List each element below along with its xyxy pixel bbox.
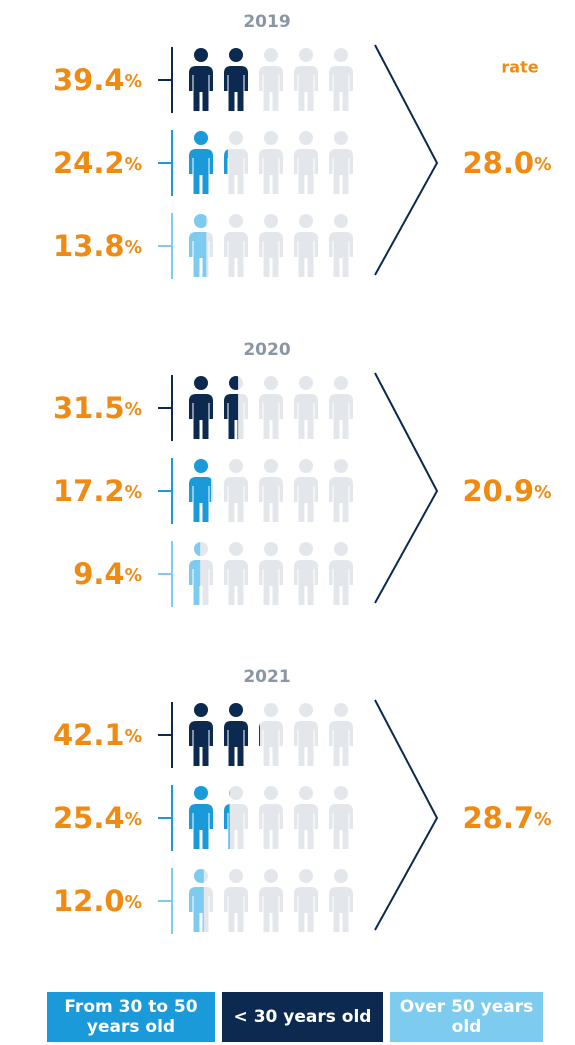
value-label: 39.4% — [53, 63, 142, 97]
value-label: 12.0% — [53, 884, 142, 918]
figure-fill — [189, 786, 230, 849]
value-label: 25.4% — [53, 801, 142, 835]
chevron — [374, 372, 439, 604]
figure-fill — [189, 869, 204, 932]
legend-item: Over 50 years old — [390, 992, 543, 1042]
figure-background — [189, 131, 353, 194]
chevron — [374, 44, 439, 276]
figure-fill — [189, 376, 239, 439]
value-label: 42.1% — [53, 718, 142, 752]
figure-fill — [189, 131, 228, 194]
legend-item: From 30 to 50 years old — [47, 992, 215, 1042]
year-title: 2020 — [243, 340, 290, 360]
rate-title: rate — [501, 58, 538, 77]
figure-background — [189, 786, 353, 849]
year-title: 2021 — [243, 667, 290, 687]
figure-background — [189, 542, 353, 605]
legend-item: < 30 years old — [222, 992, 383, 1042]
rate-value: 20.9% — [463, 474, 552, 508]
rate-value: 28.7% — [463, 801, 552, 835]
figure-background — [189, 869, 353, 932]
figure-fill — [189, 459, 212, 522]
figure-fill — [189, 214, 207, 277]
year-title: 2019 — [243, 12, 290, 32]
value-label: 9.4% — [73, 557, 142, 591]
figure-background — [189, 214, 353, 277]
figure-background — [189, 376, 353, 439]
figure-fill — [189, 48, 248, 111]
chevron — [374, 699, 439, 931]
figure-fill — [189, 542, 201, 605]
figure-background — [189, 459, 353, 522]
value-label: 17.2% — [53, 474, 142, 508]
figure-background — [189, 703, 353, 766]
rate-value: 28.0% — [463, 146, 552, 180]
value-label: 24.2% — [53, 146, 142, 180]
value-label: 13.8% — [53, 229, 142, 263]
value-label: 31.5% — [53, 391, 142, 425]
figure-fill — [189, 703, 260, 766]
figure-background — [189, 48, 353, 111]
